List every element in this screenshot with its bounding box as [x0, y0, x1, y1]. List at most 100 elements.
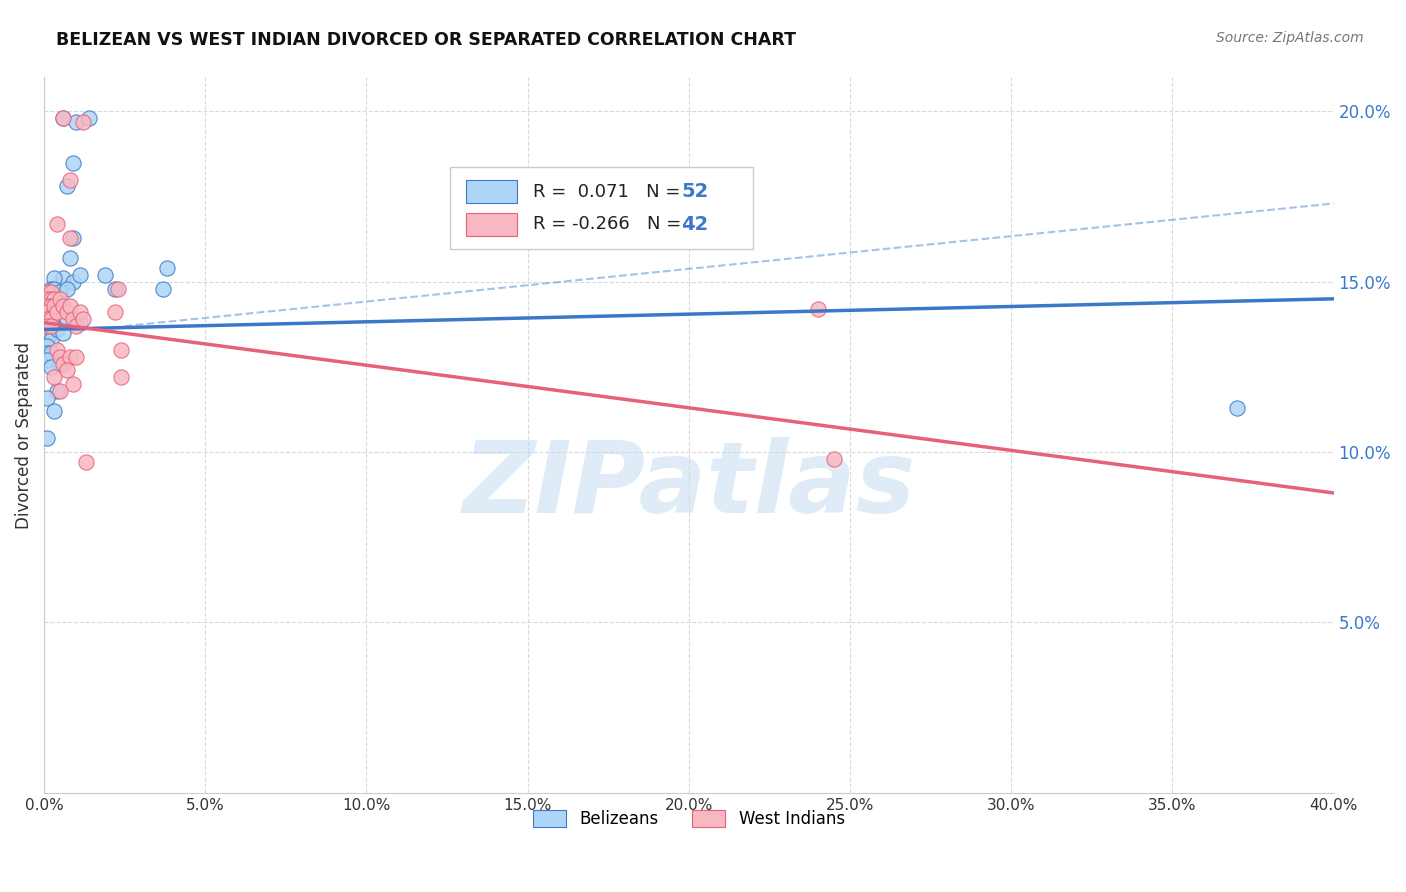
- Point: [37, 292, 59, 306]
- Point: [69, 268, 91, 282]
- Point: [65, 350, 87, 364]
- Point: [42, 305, 65, 319]
- Legend: Belizeans, West Indians: Belizeans, West Indians: [526, 803, 852, 834]
- Point: [37, 319, 59, 334]
- Point: [46, 384, 69, 398]
- Bar: [465, 213, 517, 235]
- Point: [69, 316, 91, 330]
- Point: [39, 319, 62, 334]
- Point: [59, 251, 82, 265]
- Point: [59, 299, 82, 313]
- Point: [72, 114, 94, 128]
- FancyBboxPatch shape: [450, 167, 754, 249]
- Point: [39, 305, 62, 319]
- Point: [42, 299, 65, 313]
- Point: [65, 319, 87, 334]
- Point: [62, 155, 84, 169]
- Point: [110, 343, 132, 357]
- Point: [42, 319, 65, 334]
- Point: [62, 376, 84, 391]
- Point: [156, 261, 179, 276]
- Point: [39, 333, 62, 347]
- Point: [62, 230, 84, 244]
- Point: [1226, 401, 1249, 415]
- Point: [59, 350, 82, 364]
- Point: [39, 326, 62, 340]
- Point: [104, 305, 127, 319]
- Point: [55, 179, 77, 194]
- Point: [37, 353, 59, 368]
- Point: [39, 312, 62, 326]
- Point: [46, 217, 69, 231]
- Point: [62, 312, 84, 326]
- Point: [62, 275, 84, 289]
- Text: R = -0.266   N =: R = -0.266 N =: [533, 215, 688, 234]
- Bar: [465, 180, 517, 203]
- Point: [39, 282, 62, 296]
- Point: [37, 333, 59, 347]
- Point: [37, 285, 59, 299]
- Text: 52: 52: [681, 182, 709, 201]
- Point: [37, 339, 59, 353]
- Point: [37, 319, 59, 334]
- Point: [75, 455, 97, 469]
- Point: [152, 282, 174, 296]
- Point: [46, 322, 69, 336]
- Point: [49, 285, 72, 299]
- Point: [37, 299, 59, 313]
- Point: [52, 357, 75, 371]
- Text: 42: 42: [681, 215, 709, 234]
- Point: [39, 299, 62, 313]
- Point: [55, 282, 77, 296]
- Point: [104, 282, 127, 296]
- Point: [55, 312, 77, 326]
- Point: [39, 319, 62, 334]
- Point: [37, 432, 59, 446]
- Point: [52, 112, 75, 126]
- Point: [42, 404, 65, 418]
- Point: [39, 292, 62, 306]
- Point: [49, 384, 72, 398]
- Point: [42, 282, 65, 296]
- Point: [49, 292, 72, 306]
- Point: [65, 114, 87, 128]
- Point: [52, 112, 75, 126]
- Point: [94, 268, 117, 282]
- Point: [42, 271, 65, 285]
- Y-axis label: Divorced or Separated: Divorced or Separated: [15, 342, 32, 529]
- Point: [107, 282, 129, 296]
- Point: [72, 312, 94, 326]
- Point: [39, 299, 62, 313]
- Point: [55, 305, 77, 319]
- Point: [55, 363, 77, 377]
- Point: [39, 359, 62, 374]
- Point: [807, 301, 830, 316]
- Point: [52, 271, 75, 285]
- Point: [37, 305, 59, 319]
- Text: R =  0.071   N =: R = 0.071 N =: [533, 183, 686, 201]
- Point: [49, 357, 72, 371]
- Point: [37, 292, 59, 306]
- Point: [42, 305, 65, 319]
- Point: [59, 172, 82, 186]
- Point: [823, 451, 845, 466]
- Point: [46, 343, 69, 357]
- Point: [59, 230, 82, 244]
- Point: [37, 299, 59, 313]
- Point: [39, 285, 62, 299]
- Point: [46, 299, 69, 313]
- Text: BELIZEAN VS WEST INDIAN DIVORCED OR SEPARATED CORRELATION CHART: BELIZEAN VS WEST INDIAN DIVORCED OR SEPA…: [56, 31, 796, 49]
- Point: [37, 326, 59, 340]
- Point: [39, 346, 62, 360]
- Text: Source: ZipAtlas.com: Source: ZipAtlas.com: [1216, 31, 1364, 45]
- Point: [52, 299, 75, 313]
- Point: [37, 391, 59, 405]
- Point: [46, 305, 69, 319]
- Point: [39, 312, 62, 326]
- Point: [39, 292, 62, 306]
- Text: ZIPatlas: ZIPatlas: [463, 436, 915, 533]
- Point: [37, 312, 59, 326]
- Point: [46, 295, 69, 310]
- Point: [37, 312, 59, 326]
- Point: [49, 350, 72, 364]
